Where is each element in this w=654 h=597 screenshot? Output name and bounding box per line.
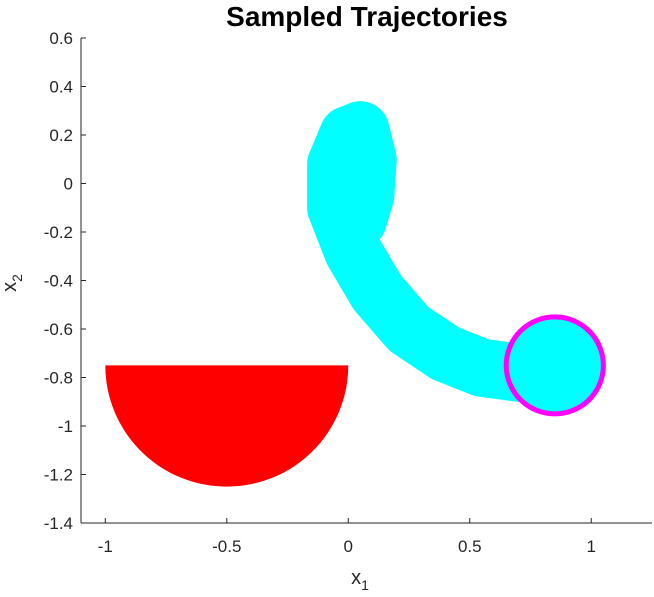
x-tick-label: -1 <box>98 537 113 556</box>
y-tick-label: -0.8 <box>44 369 73 388</box>
trajectory-envelope <box>307 101 584 402</box>
goal-circle <box>503 314 606 417</box>
y-axis-label: x2 <box>0 274 25 292</box>
y-tick-label: -0.2 <box>44 223 73 242</box>
x-tick-label: -0.5 <box>212 537 241 556</box>
x-tick-label: 1 <box>587 537 596 556</box>
x-tick-label: 0 <box>344 537 353 556</box>
axes: -1 -0.5 0 0.5 1 0.6 0.4 0.2 0 -0.2 -0.4 -0.6 -0.8 -1 -… <box>44 29 652 556</box>
y-tick-label: 0 <box>64 175 73 194</box>
plot-area <box>105 101 606 487</box>
obstacle-half-disk <box>105 365 349 487</box>
x-axis-label: x1 <box>351 567 369 593</box>
y-tick-label: -0.6 <box>44 320 73 339</box>
y-tick-label: 0.2 <box>49 126 73 145</box>
trajectory-group <box>307 101 584 402</box>
y-tick-label: -1.2 <box>44 466 73 485</box>
y-tick-label: 0.6 <box>49 29 73 48</box>
y-tick-label: 0.4 <box>49 78 73 97</box>
y-tick-label: -1 <box>58 417 73 436</box>
chart-title: Sampled Trajectories <box>226 1 508 32</box>
y-tick-label: -1.4 <box>44 514 73 533</box>
x-tick-label: 0.5 <box>458 537 482 556</box>
y-tick-label: -0.4 <box>44 272 73 291</box>
